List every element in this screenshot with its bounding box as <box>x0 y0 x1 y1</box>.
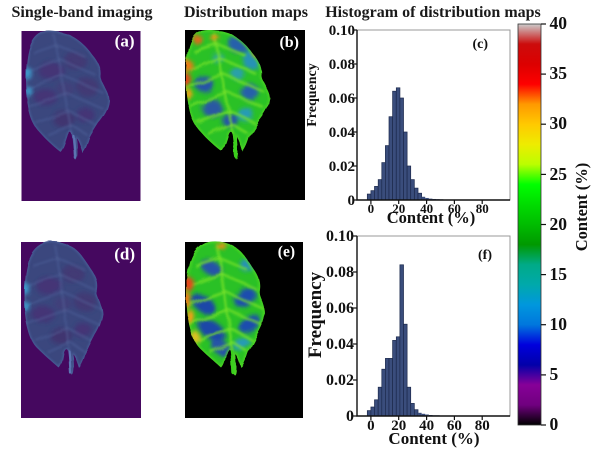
svg-text:(a): (a) <box>115 32 135 51</box>
svg-text:80: 80 <box>475 418 490 434</box>
svg-text:30: 30 <box>550 113 568 133</box>
svg-text:0.04: 0.04 <box>326 336 354 353</box>
svg-text:(f): (f) <box>478 248 492 263</box>
svg-text:Content (%): Content (%) <box>572 163 591 251</box>
svg-text:(e): (e) <box>278 244 295 261</box>
svg-text:0: 0 <box>550 414 559 434</box>
svg-text:Content (%): Content (%) <box>388 429 479 448</box>
svg-text:20: 20 <box>550 214 568 234</box>
svg-text:5: 5 <box>550 364 559 384</box>
svg-text:(c): (c) <box>472 37 488 52</box>
svg-text:Distribution maps: Distribution maps <box>184 4 308 21</box>
svg-text:0.06: 0.06 <box>326 300 354 317</box>
svg-text:20: 20 <box>391 418 406 434</box>
svg-text:20: 20 <box>392 201 405 216</box>
svg-text:Histogram of distribution maps: Histogram of distribution maps <box>325 4 541 21</box>
svg-text:0.02: 0.02 <box>326 372 354 389</box>
svg-text:0.06: 0.06 <box>329 91 356 107</box>
svg-text:35: 35 <box>550 63 568 83</box>
svg-text:15: 15 <box>550 264 568 284</box>
svg-text:25: 25 <box>550 164 568 184</box>
svg-text:0: 0 <box>368 201 375 216</box>
svg-text:60: 60 <box>448 201 461 216</box>
svg-text:0: 0 <box>367 418 375 434</box>
svg-text:0.02: 0.02 <box>329 159 355 175</box>
svg-text:0.10: 0.10 <box>329 23 355 39</box>
svg-text:0: 0 <box>346 408 354 425</box>
svg-text:40: 40 <box>550 13 568 33</box>
svg-text:0.04: 0.04 <box>329 125 356 141</box>
svg-text:80: 80 <box>476 201 489 216</box>
svg-text:40: 40 <box>419 418 434 434</box>
svg-text:(d): (d) <box>114 245 135 264</box>
svg-text:Content (%): Content (%) <box>387 208 475 227</box>
svg-text:Single-band imaging: Single-band imaging <box>12 4 153 21</box>
svg-text:(b): (b) <box>279 34 299 51</box>
svg-text:0: 0 <box>348 193 356 209</box>
svg-text:60: 60 <box>447 418 462 434</box>
svg-text:0.10: 0.10 <box>326 228 354 245</box>
svg-text:0.08: 0.08 <box>329 57 355 73</box>
svg-text:Frequency: Frequency <box>305 63 320 127</box>
svg-text:0.08: 0.08 <box>326 264 354 281</box>
svg-text:10: 10 <box>550 314 568 334</box>
svg-text:Frequency: Frequency <box>305 271 326 358</box>
svg-text:40: 40 <box>420 201 433 216</box>
